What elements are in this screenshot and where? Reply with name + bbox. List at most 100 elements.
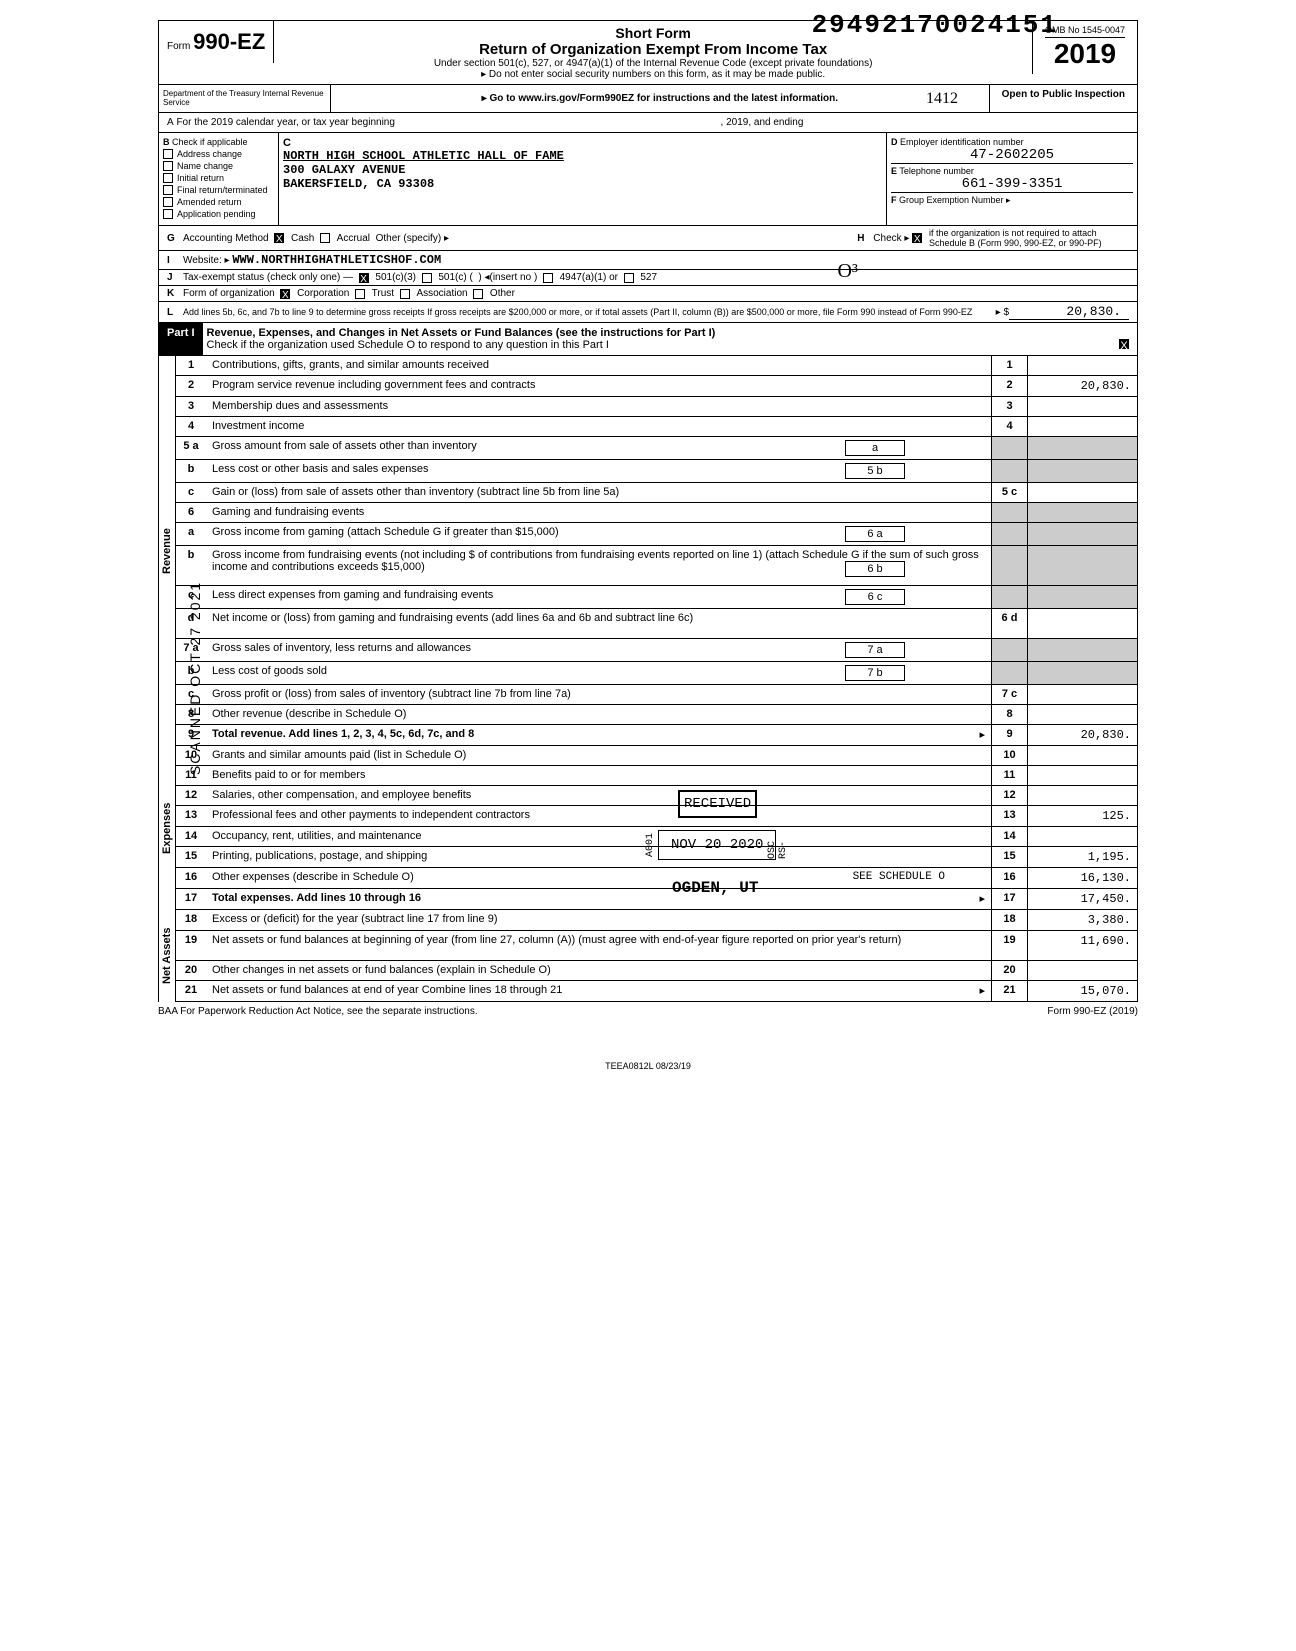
line-5b-sub: 5 b <box>845 463 905 479</box>
line-8-box: 8 <box>991 705 1027 724</box>
checkbox-address-change[interactable] <box>163 149 173 159</box>
checkbox-trust[interactable] <box>355 289 365 299</box>
checkbox-cash[interactable]: X <box>274 233 284 243</box>
line-3-val <box>1027 397 1137 416</box>
line-6-shade-val <box>1027 503 1137 522</box>
line-8-desc: Other revenue (describe in Schedule O) <box>206 705 991 724</box>
line-13-desc: Professional fees and other payments to … <box>206 806 991 826</box>
netassets-side-label: Net Assets <box>158 910 175 1002</box>
opt-4947: 4947(a)(1) or <box>560 272 618 283</box>
part1-title: Revenue, Expenses, and Changes in Net As… <box>207 327 716 339</box>
line-k-letter: K <box>167 288 183 299</box>
expenses-side-label: Expenses <box>158 746 175 910</box>
checkbox-initial-return[interactable] <box>163 173 173 183</box>
line-15-num: 15 <box>176 847 206 867</box>
check-item-3: Final return/terminated <box>177 185 268 195</box>
checkbox-amended-return[interactable] <box>163 197 173 207</box>
line-4-num: 4 <box>176 417 206 436</box>
phone-label: Telephone number <box>899 166 974 176</box>
line-5b-shade <box>991 460 1027 482</box>
checkbox-name-change[interactable] <box>163 161 173 171</box>
line-10-box: 10 <box>991 746 1027 765</box>
line-13-num: 13 <box>176 806 206 826</box>
checkbox-schedule-b[interactable]: X <box>912 233 922 243</box>
line-18-desc: Excess or (deficit) for the year (subtra… <box>206 910 991 930</box>
line-a-letter: A <box>167 117 174 128</box>
line-k-label: Form of organization <box>183 288 275 299</box>
line-8-val <box>1027 705 1137 724</box>
line-6b-shade-val <box>1027 546 1137 585</box>
line-3-desc: Membership dues and assessments <box>206 397 991 416</box>
opt-501c: 501(c) ( <box>438 272 472 283</box>
line-4-val <box>1027 417 1137 436</box>
line-17-num: 17 <box>176 889 206 909</box>
line-11-box: 11 <box>991 766 1027 785</box>
line-13-box: 13 <box>991 806 1027 826</box>
line-7a-shade-val <box>1027 639 1137 661</box>
phone-value: 661-399-3351 <box>891 176 1133 192</box>
checkbox-accrual[interactable] <box>320 233 330 243</box>
checkbox-other-form[interactable] <box>473 289 483 299</box>
line-5c-val <box>1027 483 1137 502</box>
line-6-num: 6 <box>176 503 206 522</box>
line-1-box: 1 <box>991 356 1027 375</box>
line-7a-desc: Gross sales of inventory, less returns a… <box>212 642 471 654</box>
check-item-0: Address change <box>177 149 242 159</box>
rsosc-label: RS-OSC <box>767 831 789 859</box>
line-12-num: 12 <box>176 786 206 805</box>
line-6c-desc: Less direct expenses from gaming and fun… <box>212 589 493 601</box>
check-item-1: Name change <box>177 161 233 171</box>
line-j-label: Tax-exempt status (check only one) — <box>183 272 353 283</box>
checkbox-4947[interactable] <box>543 273 553 283</box>
checkbox-application-pending[interactable] <box>163 209 173 219</box>
line-l-text: Add lines 5b, 6c, and 7b to line 9 to de… <box>183 307 996 317</box>
checkbox-527[interactable] <box>624 273 634 283</box>
line-7b-desc: Less cost of goods sold <box>212 665 327 677</box>
checkbox-final-return[interactable] <box>163 185 173 195</box>
footer-form: Form 990-EZ (2019) <box>1047 1006 1138 1017</box>
line-19-val: 11,690. <box>1027 931 1137 960</box>
line-10-desc: Grants and similar amounts paid (list in… <box>206 746 991 765</box>
line-16-val: 16,130. <box>1027 868 1137 888</box>
line-5a-shade-val <box>1027 437 1137 459</box>
opt-527: 527 <box>640 272 657 283</box>
line-9-val: 20,830. <box>1027 725 1137 745</box>
checkbox-schedule-o[interactable]: X <box>1119 339 1129 349</box>
line-14-val <box>1027 827 1137 846</box>
trust-label: Trust <box>372 288 394 299</box>
line-6b-num: b <box>176 546 206 585</box>
line-14-box: 14 <box>991 827 1027 846</box>
checkbox-corporation[interactable]: X <box>280 289 290 299</box>
line-11-desc: Benefits paid to or for members <box>206 766 991 785</box>
line-15-val: 1,195. <box>1027 847 1137 867</box>
opt-501c-b: ) ◂(insert no ) <box>478 272 537 283</box>
line-14-num: 14 <box>176 827 206 846</box>
line-5a-shade <box>991 437 1027 459</box>
line-18-val: 3,380. <box>1027 910 1137 930</box>
line-17-box: 17 <box>991 889 1027 909</box>
check-item-2: Initial return <box>177 173 224 183</box>
line-a-mid: , 2019, and ending <box>721 117 804 128</box>
line-5a-desc: Gross amount from sale of assets other t… <box>212 440 477 452</box>
line-17-desc: Total expenses. Add lines 10 through 16 <box>212 892 421 904</box>
line-h-letter: H <box>857 233 873 244</box>
line-20-box: 20 <box>991 961 1027 980</box>
checkbox-501c3[interactable]: X <box>359 273 369 283</box>
ogden-stamp: OGDEN, UT <box>668 875 762 901</box>
line-7c-box: 7 c <box>991 685 1027 704</box>
line-l-letter: L <box>167 307 183 318</box>
line-6b-sub: 6 b <box>845 561 905 577</box>
form-prefix: Form <box>167 41 190 52</box>
line-12-desc: Salaries, other compensation, and employ… <box>206 786 991 805</box>
o3-mark: O³ <box>838 260 858 283</box>
col-c-letter: C <box>283 137 882 149</box>
checkbox-501c[interactable] <box>422 273 432 283</box>
part1-label: Part I <box>159 323 203 355</box>
checkbox-association[interactable] <box>400 289 410 299</box>
revenue-side-label: Revenue <box>158 356 175 746</box>
line-5b-num: b <box>176 460 206 482</box>
line-2-box: 2 <box>991 376 1027 396</box>
line-20-desc: Other changes in net assets or fund bala… <box>206 961 991 980</box>
line-7c-desc: Gross profit or (loss) from sales of inv… <box>206 685 991 704</box>
line-6b-shade <box>991 546 1027 585</box>
